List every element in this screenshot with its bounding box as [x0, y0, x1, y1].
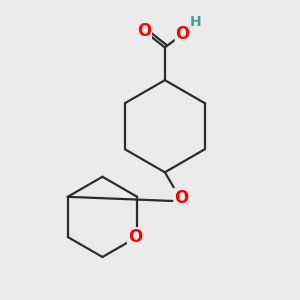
Text: O: O	[176, 25, 190, 43]
Text: O: O	[128, 228, 142, 246]
Text: O: O	[137, 22, 151, 40]
Text: O: O	[174, 189, 188, 207]
Text: H: H	[189, 15, 201, 28]
